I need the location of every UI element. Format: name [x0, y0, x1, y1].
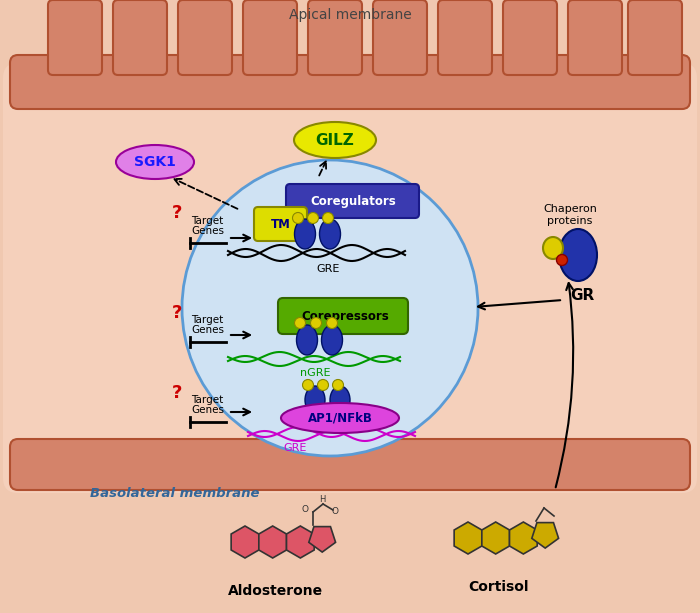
Text: H: H [318, 495, 326, 503]
Ellipse shape [332, 379, 344, 390]
Ellipse shape [182, 160, 478, 456]
Text: ?: ? [172, 304, 182, 322]
Text: Cortisol: Cortisol [468, 580, 528, 594]
Text: nGRE: nGRE [300, 368, 330, 378]
FancyBboxPatch shape [10, 55, 690, 109]
FancyBboxPatch shape [568, 0, 622, 75]
Text: GR: GR [570, 288, 594, 303]
Polygon shape [286, 526, 314, 558]
FancyBboxPatch shape [178, 0, 232, 75]
Text: TM: TM [271, 218, 291, 230]
Text: Genes: Genes [191, 405, 224, 415]
FancyBboxPatch shape [254, 207, 307, 241]
Text: GRE: GRE [316, 264, 340, 274]
FancyBboxPatch shape [278, 298, 408, 334]
Text: Chaperon
proteins: Chaperon proteins [543, 204, 597, 226]
Text: O: O [332, 508, 339, 517]
Ellipse shape [321, 325, 342, 355]
Text: Genes: Genes [191, 325, 224, 335]
Polygon shape [482, 522, 510, 554]
FancyBboxPatch shape [286, 184, 419, 218]
Ellipse shape [559, 229, 597, 281]
Polygon shape [259, 526, 286, 558]
Polygon shape [510, 522, 537, 554]
Ellipse shape [307, 213, 318, 224]
Text: Target: Target [191, 216, 223, 226]
Text: Basolateral membrane: Basolateral membrane [90, 487, 260, 500]
Ellipse shape [295, 219, 316, 249]
Ellipse shape [318, 379, 328, 390]
Ellipse shape [543, 237, 563, 259]
FancyBboxPatch shape [628, 0, 682, 75]
Text: ?: ? [172, 384, 182, 402]
Text: Target: Target [191, 315, 223, 325]
Text: GILZ: GILZ [316, 132, 354, 148]
Polygon shape [454, 522, 482, 554]
Text: O: O [302, 504, 309, 514]
Polygon shape [231, 526, 259, 558]
FancyBboxPatch shape [438, 0, 492, 75]
Ellipse shape [305, 386, 325, 414]
Ellipse shape [556, 254, 568, 265]
Polygon shape [532, 523, 559, 548]
FancyBboxPatch shape [308, 0, 362, 75]
Text: Apical membrane: Apical membrane [288, 8, 412, 22]
FancyBboxPatch shape [10, 439, 690, 490]
Text: GRE: GRE [284, 443, 307, 453]
Ellipse shape [295, 318, 305, 329]
FancyBboxPatch shape [3, 63, 697, 493]
Ellipse shape [116, 145, 194, 179]
FancyBboxPatch shape [243, 0, 297, 75]
Text: Aldosterone: Aldosterone [228, 584, 323, 598]
FancyBboxPatch shape [113, 0, 167, 75]
Polygon shape [309, 527, 335, 552]
Ellipse shape [281, 403, 399, 433]
Text: Target: Target [191, 395, 223, 405]
Ellipse shape [294, 122, 376, 158]
FancyBboxPatch shape [373, 0, 427, 75]
Ellipse shape [330, 386, 350, 414]
Ellipse shape [326, 318, 337, 329]
FancyBboxPatch shape [503, 0, 557, 75]
Text: Corepressors: Corepressors [301, 310, 389, 322]
FancyBboxPatch shape [48, 0, 102, 75]
Ellipse shape [302, 379, 314, 390]
Ellipse shape [297, 325, 318, 355]
Text: SGK1: SGK1 [134, 155, 176, 169]
Text: Genes: Genes [191, 226, 224, 236]
Ellipse shape [311, 318, 321, 329]
Ellipse shape [319, 219, 340, 249]
Text: Coregulators: Coregulators [310, 194, 396, 207]
Text: ?: ? [172, 204, 182, 222]
Ellipse shape [323, 213, 333, 224]
Text: AP1/NFkB: AP1/NFkB [307, 411, 372, 424]
Ellipse shape [293, 213, 304, 224]
